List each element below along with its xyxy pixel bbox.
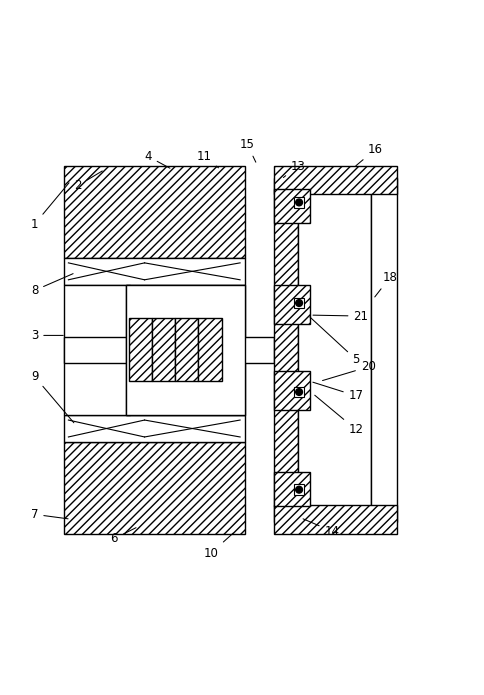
- Bar: [63, 166, 244, 258]
- Text: 21: 21: [312, 309, 368, 322]
- Text: 7: 7: [30, 508, 68, 521]
- Bar: [198, 318, 221, 382]
- Circle shape: [295, 389, 302, 395]
- Bar: [273, 473, 310, 506]
- Bar: [63, 442, 244, 534]
- Bar: [273, 189, 310, 222]
- Text: 9: 9: [30, 370, 74, 423]
- Bar: [63, 285, 244, 415]
- Text: 8: 8: [31, 274, 73, 297]
- Text: 2: 2: [74, 171, 102, 192]
- Text: 14: 14: [302, 519, 339, 538]
- Bar: [175, 318, 198, 382]
- Bar: [273, 166, 396, 194]
- Bar: [293, 484, 304, 495]
- Bar: [152, 318, 175, 382]
- Bar: [63, 336, 273, 363]
- Bar: [293, 197, 304, 208]
- Circle shape: [295, 486, 302, 493]
- Text: 15: 15: [240, 138, 255, 162]
- Bar: [129, 318, 152, 382]
- Bar: [126, 285, 244, 415]
- Text: 4: 4: [144, 150, 169, 168]
- Text: 18: 18: [374, 271, 396, 297]
- Circle shape: [295, 199, 302, 206]
- Bar: [273, 370, 310, 410]
- Bar: [129, 318, 152, 382]
- Bar: [198, 318, 221, 382]
- Bar: [63, 258, 244, 285]
- Bar: [273, 178, 298, 522]
- Text: 1: 1: [30, 183, 69, 231]
- Bar: [152, 318, 175, 382]
- Bar: [126, 285, 130, 415]
- Bar: [293, 386, 304, 398]
- Bar: [63, 415, 244, 442]
- Text: 11: 11: [196, 150, 218, 167]
- Bar: [370, 178, 396, 522]
- Text: 13: 13: [283, 160, 305, 177]
- Text: 16: 16: [355, 142, 382, 166]
- Bar: [273, 505, 396, 534]
- Bar: [298, 178, 370, 522]
- Text: 12: 12: [314, 395, 363, 436]
- Bar: [293, 297, 304, 309]
- Text: 20: 20: [322, 360, 375, 381]
- Circle shape: [295, 300, 302, 306]
- Text: 10: 10: [203, 533, 233, 559]
- Text: 17: 17: [312, 382, 363, 402]
- Text: 6: 6: [110, 528, 136, 545]
- Bar: [273, 285, 310, 325]
- Text: 3: 3: [31, 329, 63, 342]
- Text: 5: 5: [309, 317, 359, 366]
- Bar: [175, 318, 198, 382]
